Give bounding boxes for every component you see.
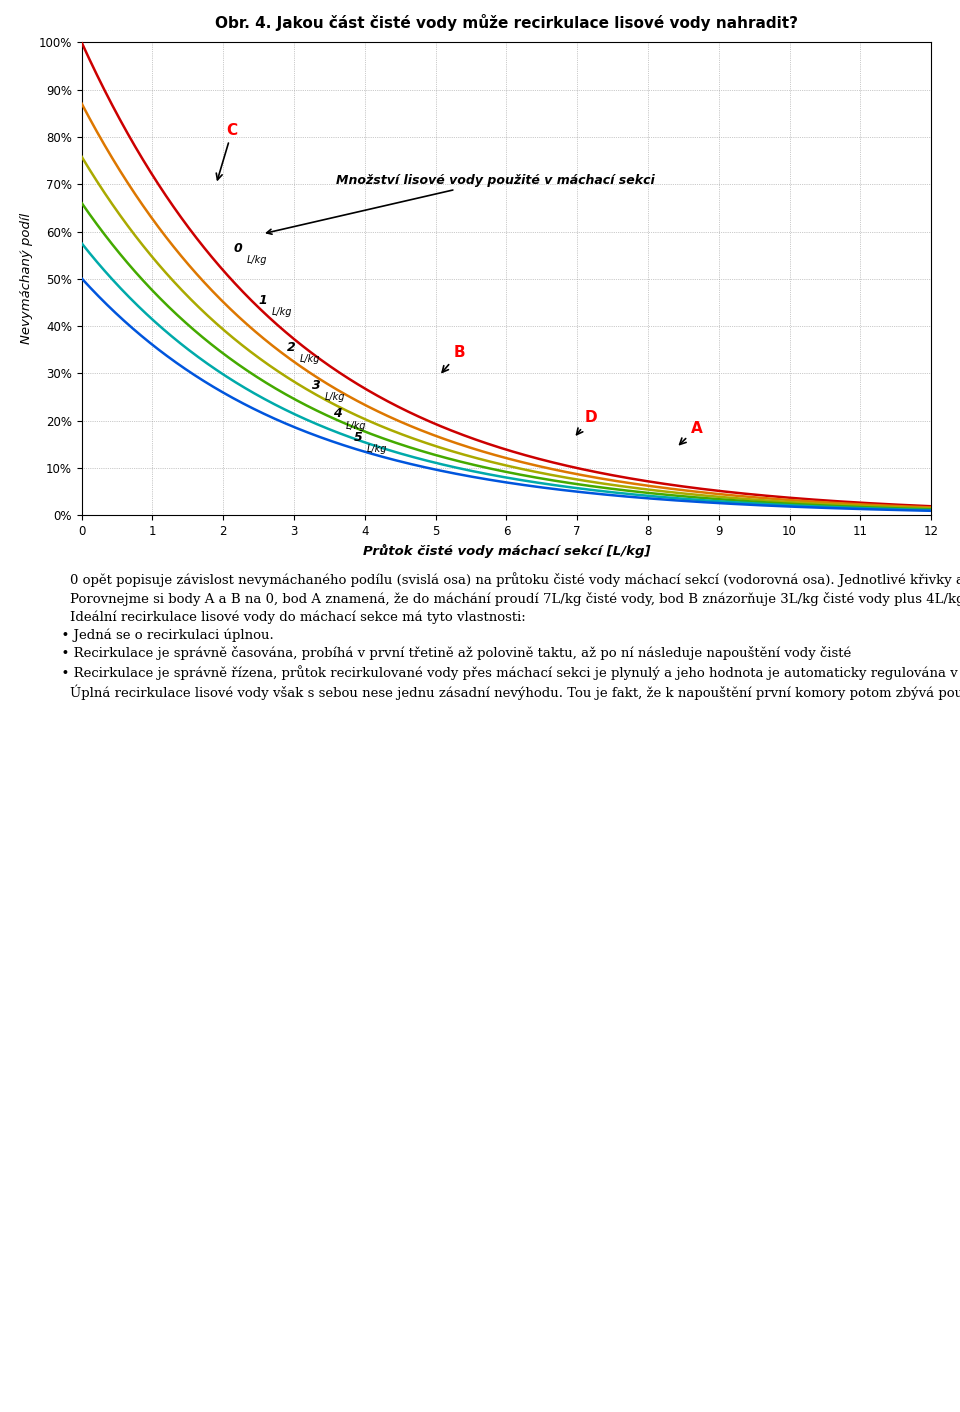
Text: 2: 2 xyxy=(287,340,296,354)
Text: L/kg: L/kg xyxy=(300,354,321,364)
Text: 0 opět popisuje závislost nevymáchaného podílu (svislá osa) na průtoku čisté vod: 0 opět popisuje závislost nevymáchaného … xyxy=(53,572,960,700)
Title: Obr. 4. Jakou část čisté vody může recirkulace lisové vody nahradit?: Obr. 4. Jakou část čisté vody může recir… xyxy=(215,14,798,31)
Text: L/kg: L/kg xyxy=(272,306,292,316)
Text: 1: 1 xyxy=(258,294,267,306)
Text: A: A xyxy=(680,421,702,445)
Text: 3: 3 xyxy=(312,378,321,391)
Text: L/kg: L/kg xyxy=(247,256,267,265)
Text: 4: 4 xyxy=(333,407,342,421)
Text: L/kg: L/kg xyxy=(324,393,345,402)
X-axis label: Průtok čisté vody máchací sekcí [L/kg]: Průtok čisté vody máchací sekcí [L/kg] xyxy=(363,544,650,558)
Y-axis label: Nevymáchaný podíl: Nevymáchaný podíl xyxy=(20,213,33,345)
Text: 5: 5 xyxy=(354,431,363,443)
Text: 0: 0 xyxy=(234,241,243,254)
Text: L/kg: L/kg xyxy=(346,421,366,431)
Text: D: D xyxy=(577,409,597,435)
Text: B: B xyxy=(443,345,465,373)
Text: C: C xyxy=(216,123,238,179)
Text: Množství lisové vody použité v máchací sekci: Množství lisové vody použité v máchací s… xyxy=(267,174,656,234)
Text: L/kg: L/kg xyxy=(367,445,388,455)
